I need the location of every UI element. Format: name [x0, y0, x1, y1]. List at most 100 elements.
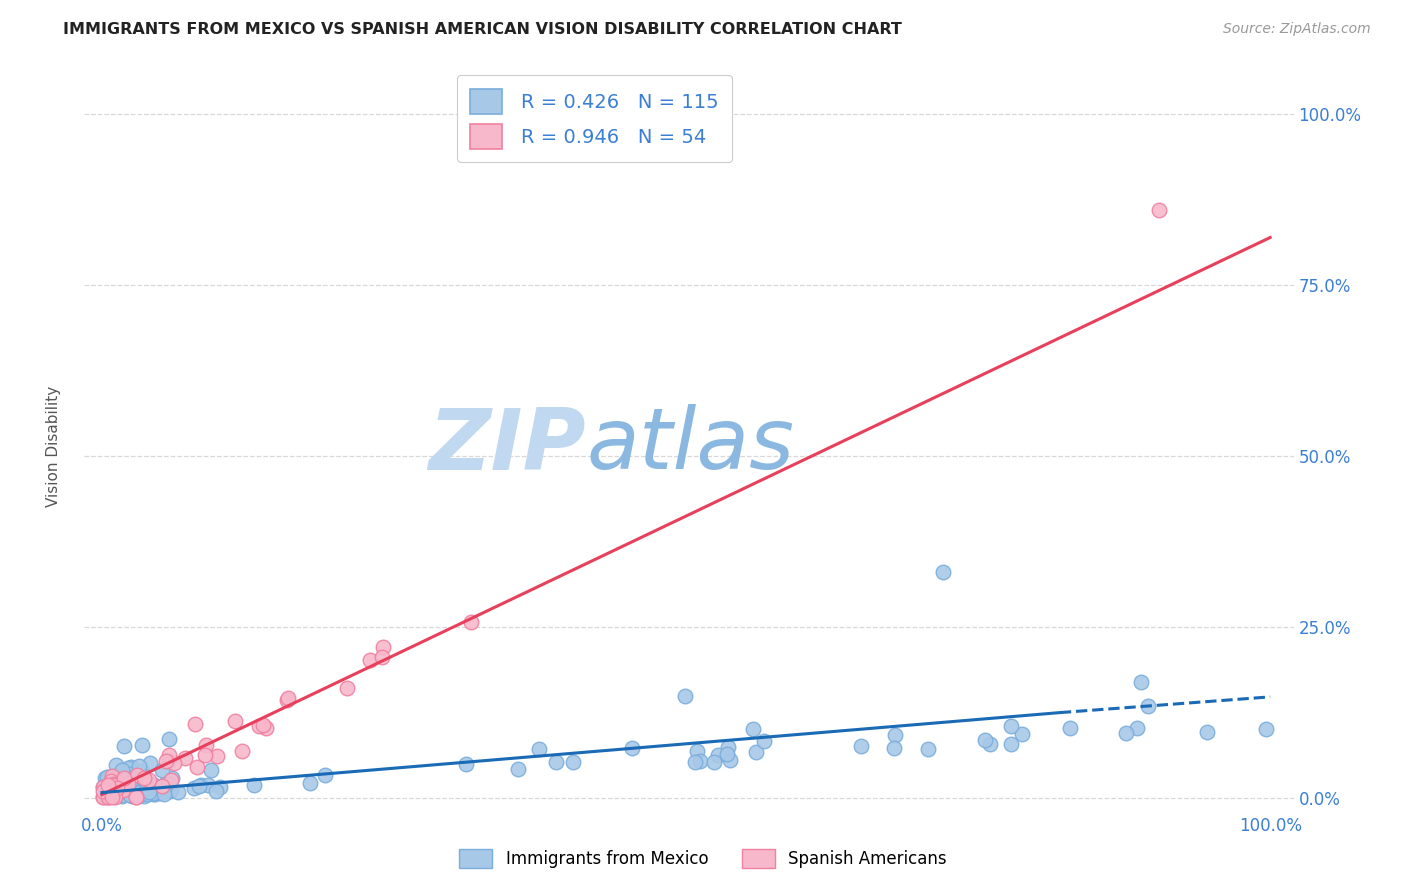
Point [716, 747, 738, 761]
Point [197, 778, 219, 792]
Point [884, 728, 907, 742]
Point [132, 771, 155, 785]
Point [186, 760, 208, 774]
Text: Source: ZipAtlas.com: Source: ZipAtlas.com [1223, 22, 1371, 37]
Point [121, 772, 143, 787]
Point [103, 776, 125, 790]
Point [254, 721, 277, 735]
Point [124, 790, 146, 805]
Point [371, 649, 394, 664]
Point [100, 769, 122, 783]
Point [131, 738, 153, 752]
Point [157, 732, 180, 747]
Point [128, 759, 150, 773]
Point [110, 788, 132, 802]
Point [717, 739, 740, 754]
Point [974, 732, 997, 747]
Point [336, 681, 359, 695]
Legend: Immigrants from Mexico, Spanish Americans: Immigrants from Mexico, Spanish American… [453, 842, 953, 875]
Point [97, 770, 120, 784]
Point [703, 755, 725, 769]
Point [97, 789, 120, 804]
Point [112, 771, 135, 785]
Point [117, 761, 139, 775]
Point [101, 779, 124, 793]
Point [97, 777, 120, 791]
Point [142, 786, 165, 800]
Point [129, 788, 152, 802]
Point [93, 785, 115, 799]
Text: atlas: atlas [586, 404, 794, 488]
Point [173, 750, 195, 764]
Point [1136, 699, 1159, 714]
Point [208, 780, 231, 794]
Point [96, 778, 118, 792]
Point [849, 739, 872, 753]
Point [160, 773, 183, 788]
Point [741, 722, 763, 736]
Point [138, 772, 160, 787]
Point [128, 775, 150, 789]
Point [1147, 203, 1170, 218]
Point [132, 772, 155, 786]
Point [127, 773, 149, 788]
Point [132, 789, 155, 803]
Point [460, 615, 482, 629]
Point [224, 714, 246, 728]
Point [204, 784, 226, 798]
Point [194, 747, 217, 762]
Point [117, 783, 139, 797]
Point [183, 780, 205, 795]
Point [1197, 724, 1219, 739]
Point [105, 781, 128, 796]
Point [546, 756, 568, 770]
Point [454, 756, 477, 771]
Point [200, 764, 222, 778]
Point [159, 784, 181, 798]
Point [190, 778, 212, 792]
Point [932, 566, 955, 580]
Point [276, 693, 298, 707]
Point [718, 754, 741, 768]
Point [153, 787, 176, 801]
Point [104, 790, 127, 805]
Point [98, 790, 121, 805]
Point [149, 781, 172, 796]
Point [136, 787, 159, 801]
Point [120, 771, 142, 785]
Point [188, 779, 211, 793]
Point [97, 790, 120, 805]
Point [91, 790, 114, 805]
Point [506, 762, 529, 776]
Point [1000, 718, 1022, 732]
Point [162, 771, 184, 785]
Point [135, 780, 157, 795]
Point [163, 756, 186, 771]
Point [159, 783, 181, 797]
Point [139, 756, 162, 770]
Point [97, 783, 120, 797]
Point [883, 741, 905, 756]
Point [157, 777, 180, 791]
Point [917, 742, 939, 756]
Point [111, 789, 134, 803]
Point [195, 738, 218, 752]
Point [1000, 738, 1022, 752]
Point [620, 741, 643, 756]
Point [91, 780, 114, 794]
Point [359, 653, 381, 667]
Point [107, 784, 129, 798]
Point [1126, 721, 1149, 735]
Point [108, 780, 131, 794]
Point [121, 779, 143, 793]
Point [184, 717, 207, 731]
Point [111, 763, 134, 777]
Point [105, 788, 128, 802]
Point [93, 783, 115, 797]
Point [118, 774, 141, 789]
Point [745, 745, 768, 759]
Point [117, 777, 139, 791]
Point [1011, 727, 1033, 741]
Point [114, 785, 136, 799]
Point [314, 768, 336, 782]
